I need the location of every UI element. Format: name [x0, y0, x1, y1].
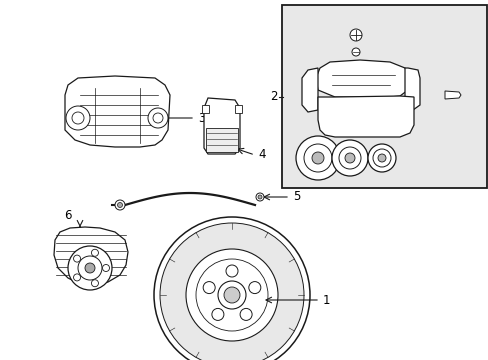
- Polygon shape: [65, 76, 170, 147]
- Text: 5: 5: [292, 190, 300, 203]
- Circle shape: [196, 259, 267, 331]
- Bar: [235, 105, 242, 113]
- Circle shape: [154, 217, 309, 360]
- Circle shape: [311, 152, 324, 164]
- Circle shape: [85, 263, 95, 273]
- Text: 1: 1: [323, 293, 330, 306]
- Circle shape: [367, 144, 395, 172]
- Circle shape: [338, 147, 360, 169]
- Circle shape: [211, 309, 224, 320]
- Polygon shape: [205, 128, 238, 152]
- Circle shape: [377, 154, 385, 162]
- Polygon shape: [302, 68, 317, 112]
- Circle shape: [225, 265, 238, 277]
- Polygon shape: [444, 91, 460, 99]
- Circle shape: [372, 149, 390, 167]
- Circle shape: [68, 246, 112, 290]
- Text: 3: 3: [198, 112, 205, 125]
- Circle shape: [78, 256, 102, 280]
- Circle shape: [91, 280, 98, 287]
- Circle shape: [185, 249, 278, 341]
- Circle shape: [349, 29, 361, 41]
- Circle shape: [73, 255, 81, 262]
- Circle shape: [248, 282, 260, 294]
- Circle shape: [91, 249, 98, 256]
- Circle shape: [115, 200, 125, 210]
- Circle shape: [117, 202, 122, 207]
- Polygon shape: [203, 98, 240, 154]
- Polygon shape: [54, 227, 128, 285]
- Circle shape: [102, 265, 109, 271]
- Circle shape: [203, 282, 215, 294]
- Bar: [282, 5, 486, 188]
- Circle shape: [73, 274, 81, 281]
- Text: 6: 6: [64, 209, 72, 222]
- Circle shape: [218, 281, 245, 309]
- Circle shape: [148, 108, 168, 128]
- Circle shape: [72, 112, 84, 124]
- Text: 4: 4: [258, 148, 265, 162]
- Circle shape: [345, 153, 354, 163]
- Circle shape: [240, 309, 252, 320]
- Circle shape: [66, 106, 90, 130]
- Circle shape: [153, 113, 163, 123]
- Circle shape: [258, 195, 262, 199]
- Circle shape: [256, 193, 264, 201]
- Bar: [202, 105, 208, 113]
- Polygon shape: [315, 60, 409, 98]
- Polygon shape: [317, 96, 413, 137]
- Circle shape: [224, 287, 240, 303]
- Text: 2: 2: [270, 90, 278, 103]
- Circle shape: [304, 144, 331, 172]
- Circle shape: [295, 136, 339, 180]
- Circle shape: [351, 48, 359, 56]
- Polygon shape: [404, 68, 419, 110]
- Circle shape: [160, 223, 304, 360]
- Circle shape: [331, 140, 367, 176]
